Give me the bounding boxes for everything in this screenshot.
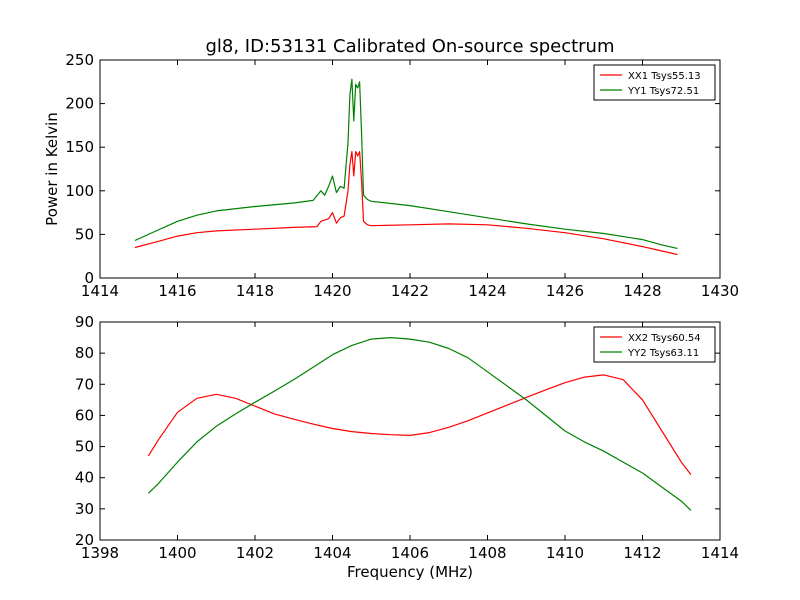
x-tick-label: 1410 [546, 544, 584, 562]
chart-title: gl8, ID:53131 Calibrated On-source spect… [205, 36, 614, 57]
series-line-1-1 [134, 151, 678, 256]
y-tick-label: 30 [75, 500, 94, 518]
y-tick-label: 150 [65, 138, 94, 156]
y-tick-label: 60 [75, 406, 94, 424]
bottom-spectrum-panel: 1398 1400 1402 1404 1406 1408 1410 1412 1414 20 30… [75, 313, 739, 581]
x-tick-label: 1402 [236, 544, 274, 562]
y-tick-label: 90 [75, 313, 94, 331]
y-tick-label: 80 [75, 344, 94, 362]
y-tick-label: 70 [75, 375, 94, 393]
legend-entry: XX2 Tsys60.54 [628, 333, 701, 344]
x-tick-label: 1418 [236, 282, 274, 300]
x-tick-label: 1426 [546, 282, 584, 300]
x-tick-label: 1408 [468, 544, 506, 562]
legend-entry: XX1 Tsys55.13 [628, 71, 701, 82]
legend-entry: YY2 Tsys63.11 [627, 348, 699, 359]
x-tick-label: 1422 [391, 282, 429, 300]
series-line-2-2 [147, 337, 692, 511]
series-line-2-1 [147, 374, 692, 475]
legend-entry: YY1 Tsys72.51 [627, 86, 699, 97]
x-tick-label: 1406 [391, 544, 429, 562]
top-spectrum-panel: 1414 1416 1418 1420 1422 1424 1426 1428 1430 0 50 1… [43, 36, 739, 300]
x-tick-label: 1404 [313, 544, 351, 562]
y-tick-label: 50 [75, 438, 94, 456]
x-tick-label: 1414 [701, 544, 739, 562]
y-tick-label: 0 [84, 269, 94, 287]
x-tick-label: 1414 [81, 282, 119, 300]
y-tick-label: 20 [75, 531, 94, 549]
x-tick-label: 1400 [158, 544, 196, 562]
y-tick-label: 40 [75, 469, 94, 487]
y-tick-label: 250 [65, 51, 94, 69]
legend-box [593, 64, 716, 101]
y-axis-label: Power in Kelvin [43, 112, 61, 226]
x-tick-label: 1424 [468, 282, 506, 300]
series-line-1-2 [134, 78, 678, 249]
y-tick-label: 200 [65, 95, 94, 113]
x-axis-label: Frequency (MHz) [347, 563, 473, 581]
y-tick-label: 50 [75, 225, 94, 243]
x-tick-label: 1420 [313, 282, 351, 300]
x-tick-label: 1416 [158, 282, 196, 300]
x-tick-label: 1430 [701, 282, 739, 300]
x-tick-label: 1398 [81, 544, 119, 562]
legend-box [593, 326, 716, 363]
y-tick-label: 100 [65, 182, 94, 200]
x-tick-label: 1412 [623, 544, 661, 562]
x-tick-label: 1428 [623, 282, 661, 300]
